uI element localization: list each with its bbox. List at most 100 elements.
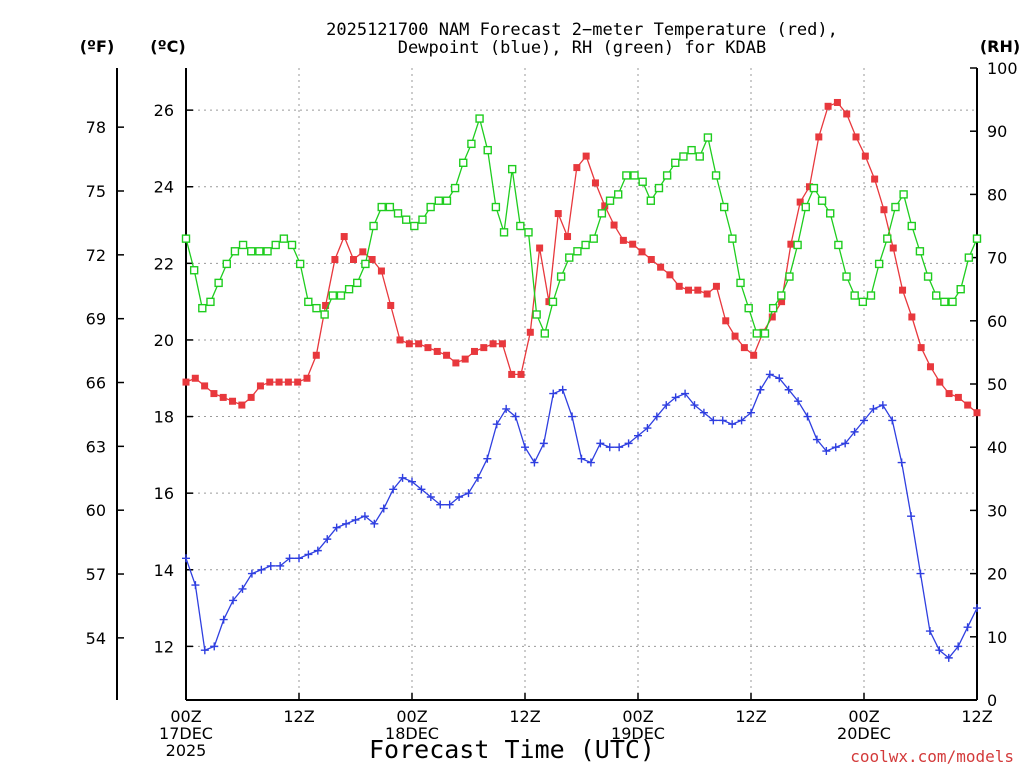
dewpoint-point <box>850 427 859 436</box>
rh-point <box>393 209 403 218</box>
rh-point <box>638 177 647 186</box>
rh-point <box>181 234 191 243</box>
dewpoint-point <box>690 401 699 410</box>
rh-point <box>858 297 868 307</box>
rh-point <box>344 285 354 294</box>
rh-point <box>540 329 550 338</box>
temperature-point <box>880 206 888 214</box>
dewpoint-point <box>596 439 605 448</box>
dewpoint-point <box>709 416 718 425</box>
temperature-point <box>387 301 395 309</box>
temperature-point <box>350 256 358 264</box>
rh-tick-label: 100 <box>987 59 1018 78</box>
dewpoint-point <box>775 374 784 383</box>
rh-point <box>760 329 770 338</box>
rh-point <box>956 285 965 294</box>
temperature-point <box>312 351 320 359</box>
temperature-point <box>461 355 469 363</box>
temperature-point <box>266 378 274 386</box>
fahrenheit-tick-label: 63 <box>86 437 106 456</box>
temperature-point <box>908 313 916 321</box>
rh-point <box>450 183 460 193</box>
data-series <box>181 98 982 662</box>
temperature-point <box>359 248 367 256</box>
dewpoint-point <box>925 627 934 636</box>
temperature-point <box>368 256 376 264</box>
temperature-point <box>973 409 981 417</box>
celsius-tick-label: 14 <box>154 561 174 580</box>
rh-point <box>744 303 753 313</box>
rh-point <box>189 266 199 275</box>
dewpoint-point <box>869 404 878 413</box>
temperature-point <box>964 401 972 409</box>
temperature-point <box>666 271 674 279</box>
x-tick-label: 20DEC <box>837 724 891 743</box>
dewpoint-point <box>652 412 661 421</box>
dewpoint-point <box>295 554 303 563</box>
dewpoint-point <box>332 523 341 532</box>
series-dewpoint <box>182 370 981 662</box>
temperature-point <box>489 340 497 348</box>
dewpoint-point <box>247 569 256 578</box>
dewpoint-point <box>219 615 228 624</box>
temperature-point <box>443 351 451 359</box>
rh-point <box>532 310 541 319</box>
dewpoint-point <box>229 596 238 605</box>
x-tick-label: 12Z <box>283 707 314 726</box>
x-tick-label: 00Z <box>396 707 427 726</box>
rh-point <box>410 221 419 231</box>
rh-point <box>605 196 615 205</box>
rh-point <box>923 272 933 281</box>
dewpoint-point <box>756 385 765 394</box>
rh-point <box>255 247 264 256</box>
temperature-point <box>638 248 646 256</box>
x-tick-label: 12Z <box>961 707 992 726</box>
temperature-point <box>536 244 544 252</box>
dewpoint-point <box>379 504 388 513</box>
series-rh <box>181 114 982 338</box>
temperature-point <box>294 378 302 386</box>
rh-point <box>418 215 427 224</box>
temperature-point <box>564 233 572 241</box>
temperature-point <box>591 179 599 187</box>
temperature-point <box>229 397 237 405</box>
rh-point <box>866 291 876 300</box>
temperature-point <box>256 382 264 390</box>
fahrenheit-tick-label: 69 <box>86 310 106 329</box>
rh-tick-label: 40 <box>987 438 1007 457</box>
rh-point <box>907 221 916 231</box>
rh-point <box>263 247 272 256</box>
temperature-point <box>871 175 879 183</box>
temperature-point <box>675 282 683 290</box>
rh-point <box>850 291 859 300</box>
rh-point <box>499 228 509 237</box>
dewpoint-point <box>888 416 897 425</box>
rh-point <box>287 240 297 250</box>
temperature-point <box>508 370 516 378</box>
temperature-point <box>768 313 776 321</box>
dewpoint-point <box>389 485 398 494</box>
temperature-point <box>498 340 506 348</box>
rh-point <box>703 133 713 142</box>
dewpoint-point <box>568 412 577 421</box>
celsius-tick-label: 26 <box>154 101 174 120</box>
rh-tick-label: 30 <box>987 501 1007 520</box>
dewpoint-point <box>634 431 642 440</box>
dewpoint-point <box>445 500 454 509</box>
x-tick-label: 18DEC <box>385 724 439 743</box>
temperature-point <box>470 347 478 355</box>
axes <box>116 67 978 701</box>
rh-point <box>932 291 941 300</box>
temperature-point <box>833 98 841 106</box>
dewpoint-point <box>370 519 379 528</box>
dewpoint-point <box>878 401 887 410</box>
dewpoint-point <box>765 370 774 379</box>
rh-point <box>654 183 664 193</box>
rh-point <box>328 291 337 300</box>
dewpoint-point <box>455 492 464 501</box>
dewpoint-point <box>313 546 322 555</box>
dewpoint-point <box>718 416 727 425</box>
rh-point <box>720 202 729 212</box>
rh-point <box>524 228 533 237</box>
temperature-point <box>852 133 860 141</box>
